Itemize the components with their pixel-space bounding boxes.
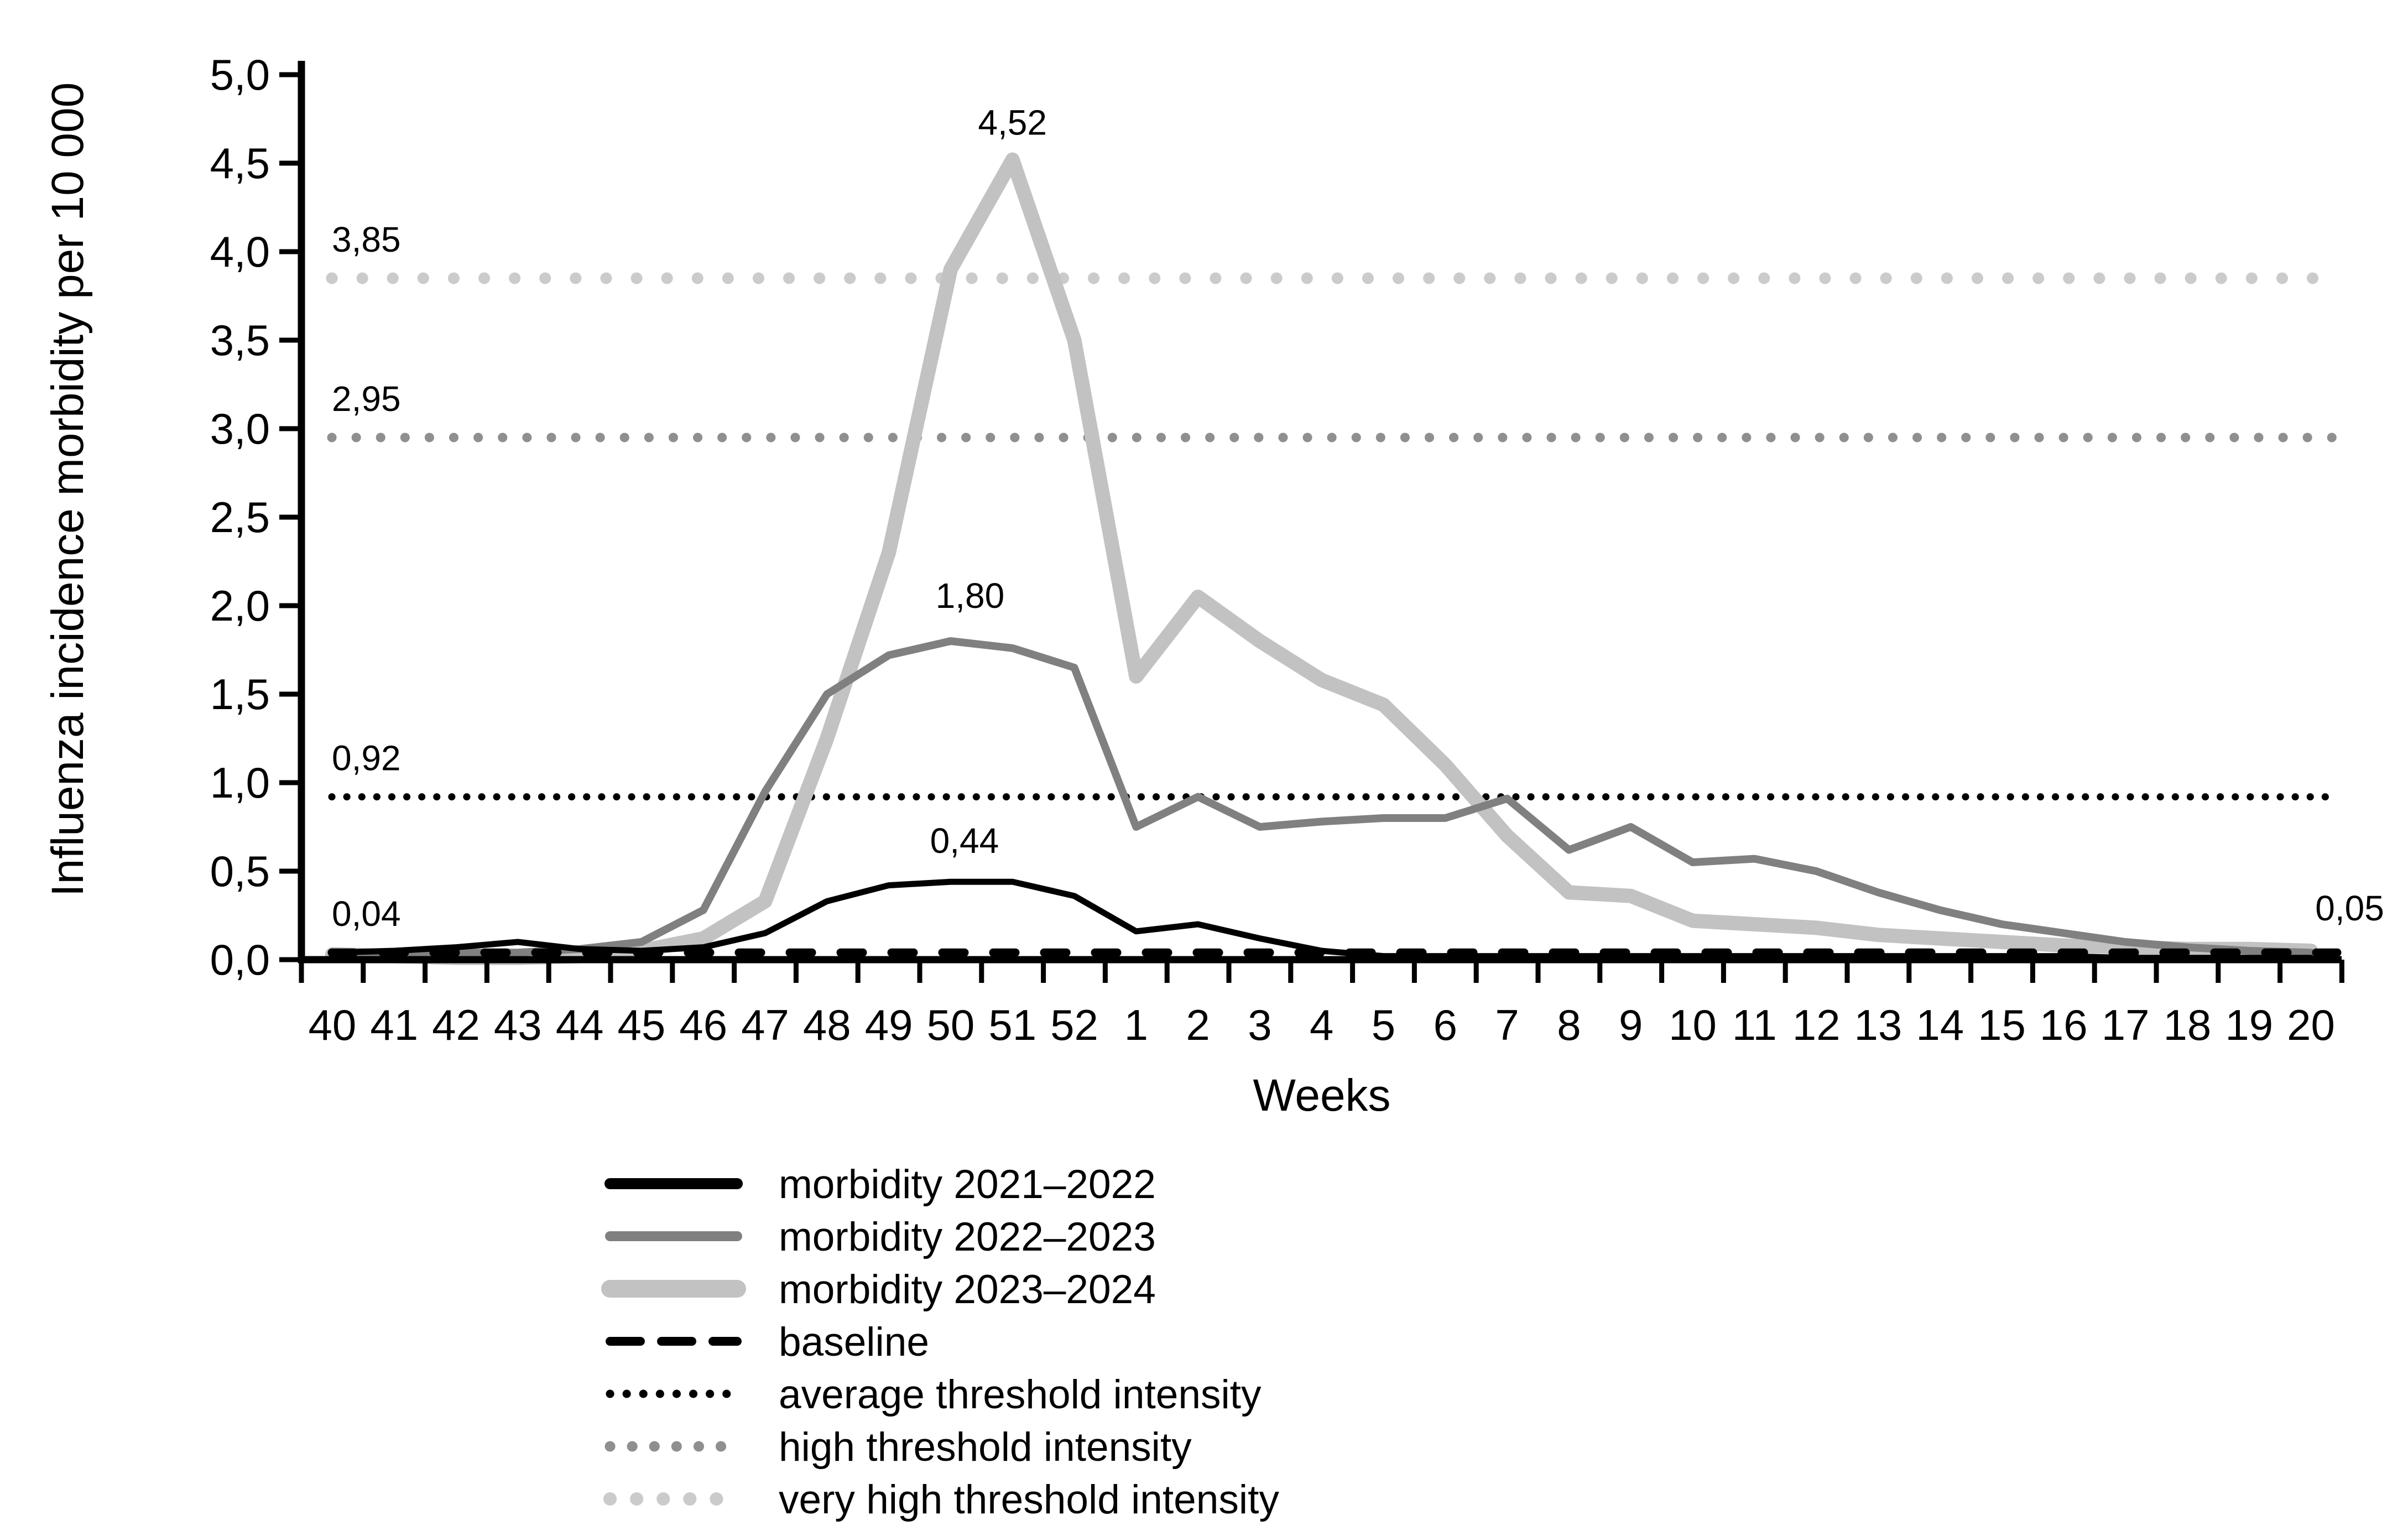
x-tick-label: 42 [432,1001,480,1049]
legend-label: baseline [779,1320,929,1365]
x-tick-label: 2 [1186,1001,1210,1049]
x-tick-label: 9 [1619,1001,1643,1049]
value-annotation: 0,92 [332,738,401,778]
y-tick-label: 4,5 [210,139,270,188]
x-tick-label: 5 [1372,1001,1395,1049]
series-line-morbidity-2022-2023 [328,637,2315,959]
y-tick-label: 0,5 [210,847,270,895]
value-annotation: 0,44 [930,821,999,861]
x-tick-label: 48 [803,1001,851,1049]
legend-label: morbidity 2021–2022 [779,1162,1156,1207]
x-tick-label: 12 [1792,1001,1841,1049]
legend-item-baseline: baseline [606,1320,929,1365]
value-annotation: 4,52 [978,103,1047,143]
y-tick-label: 3,5 [210,316,270,365]
value-annotation: 2,95 [332,379,401,419]
x-tick-label: 52 [1050,1001,1098,1049]
y-tick-label: 2,0 [210,581,270,630]
x-tick-label: 1 [1124,1001,1148,1049]
x-tick-label: 13 [1854,1001,1903,1049]
x-tick-label: 49 [865,1001,913,1049]
legend-label: morbidity 2023–2024 [779,1267,1156,1312]
y-tick-label: 1,5 [210,670,270,718]
x-tick-label: 17 [2102,1001,2150,1049]
x-tick-label: 51 [988,1001,1036,1049]
x-tick-label: 8 [1557,1001,1581,1049]
legend-label: high threshold intensity [779,1425,1192,1470]
value-annotation: 1,80 [936,576,1005,616]
x-tick-label: 6 [1434,1001,1457,1049]
legend: morbidity 2021–2022 morbidity 2022–2023 mo… [601,1162,1279,1522]
legend-label: average threshold intensity [779,1372,1262,1417]
y-tick-label: 0,0 [210,935,270,984]
x-tick-label: 4 [1310,1001,1333,1049]
x-tick-label: 7 [1495,1001,1519,1049]
y-tick-label: 2,5 [210,493,270,541]
x-tick-label: 20 [2287,1001,2335,1049]
legend-label: very high threshold intensity [779,1477,1279,1522]
x-tick-label: 15 [1978,1001,2026,1049]
y-tick-label: 3,0 [210,404,270,453]
x-tick-label: 16 [2040,1001,2088,1049]
plot-area: 40 41 42 43 44 45 46 47 48 49 50 51 52 1 2 3 4 5 6 7 8 9 10 11 1… [210,50,2384,1049]
x-tick-label: 14 [1916,1001,1964,1049]
x-tick-label: 43 [494,1001,542,1049]
x-tick-label: 45 [618,1001,666,1049]
x-tick-label: 50 [927,1001,975,1049]
series-line-morbidity-2023-2024 [325,152,2318,965]
x-tick-label: 40 [309,1001,357,1049]
x-tick-label: 46 [679,1001,727,1049]
x-tick-label: 3 [1248,1001,1271,1049]
legend-item-very-high-threshold-intensity: very high threshold intensity [603,1477,1279,1522]
x-tick-label: 47 [741,1001,789,1049]
legend-item-high-threshold-intensity: high threshold intensity [604,1425,1192,1470]
y-tick-label: 4,0 [210,227,270,276]
x-tick-label: 44 [556,1001,604,1049]
value-annotation: 0,04 [332,894,401,934]
y-axis-title: Influenza incidence morbidity per 10 000 [43,82,93,897]
legend-item-morbidity-2021-2022: morbidity 2021–2022 [604,1162,1156,1207]
legend-item-morbidity-2023-2024: morbidity 2023–2024 [601,1267,1156,1312]
legend-label: morbidity 2022–2023 [779,1215,1156,1259]
y-tick-label: 5,0 [210,50,270,99]
x-tick-label: 18 [2164,1001,2212,1049]
x-tick-label: 10 [1669,1001,1717,1049]
y-tick-label: 1,0 [210,758,270,807]
legend-item-morbidity-2022-2023: morbidity 2022–2023 [605,1215,1156,1259]
x-tick-label: 11 [1732,1001,1777,1049]
x-axis-title: Weeks [1253,1070,1390,1121]
x-tick-label: 41 [370,1001,418,1049]
legend-item-average-threshold-intensity: average threshold intensity [606,1372,1262,1417]
value-annotation: 0,05 [2315,888,2384,928]
value-annotation: 3,85 [332,220,401,259]
x-tick-label: 19 [2225,1001,2273,1049]
